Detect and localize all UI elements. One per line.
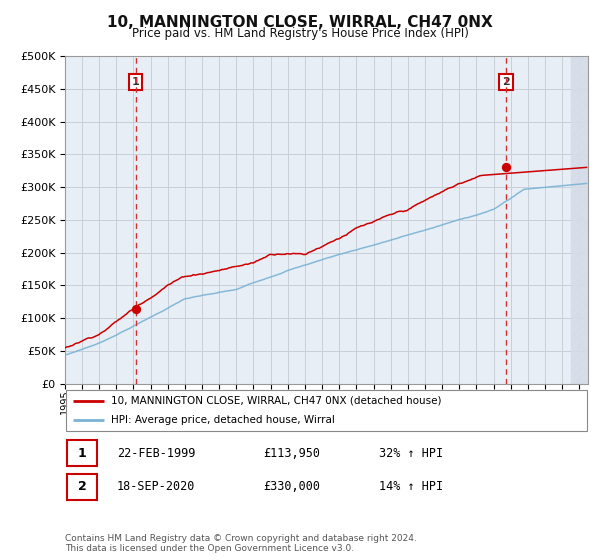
Text: £113,950: £113,950 xyxy=(263,447,320,460)
Text: 10, MANNINGTON CLOSE, WIRRAL, CH47 0NX (detached house): 10, MANNINGTON CLOSE, WIRRAL, CH47 0NX (… xyxy=(111,396,442,406)
FancyBboxPatch shape xyxy=(67,440,97,466)
Text: 18-SEP-2020: 18-SEP-2020 xyxy=(117,480,196,493)
FancyBboxPatch shape xyxy=(67,474,97,500)
Text: 1: 1 xyxy=(77,447,86,460)
Point xyxy=(131,305,140,314)
Text: 10, MANNINGTON CLOSE, WIRRAL, CH47 0NX: 10, MANNINGTON CLOSE, WIRRAL, CH47 0NX xyxy=(107,15,493,30)
Text: 2: 2 xyxy=(502,77,510,87)
Text: HPI: Average price, detached house, Wirral: HPI: Average price, detached house, Wirr… xyxy=(111,415,335,425)
Text: 32% ↑ HPI: 32% ↑ HPI xyxy=(379,447,443,460)
Point xyxy=(501,163,511,172)
Text: 14% ↑ HPI: 14% ↑ HPI xyxy=(379,480,443,493)
Text: £330,000: £330,000 xyxy=(263,480,320,493)
Text: Contains HM Land Registry data © Crown copyright and database right 2024.
This d: Contains HM Land Registry data © Crown c… xyxy=(65,534,416,553)
Text: 1: 1 xyxy=(132,77,140,87)
FancyBboxPatch shape xyxy=(66,390,587,431)
Text: Price paid vs. HM Land Registry's House Price Index (HPI): Price paid vs. HM Land Registry's House … xyxy=(131,27,469,40)
Text: 22-FEB-1999: 22-FEB-1999 xyxy=(117,447,196,460)
Text: 2: 2 xyxy=(77,480,86,493)
Bar xyxy=(571,56,588,384)
